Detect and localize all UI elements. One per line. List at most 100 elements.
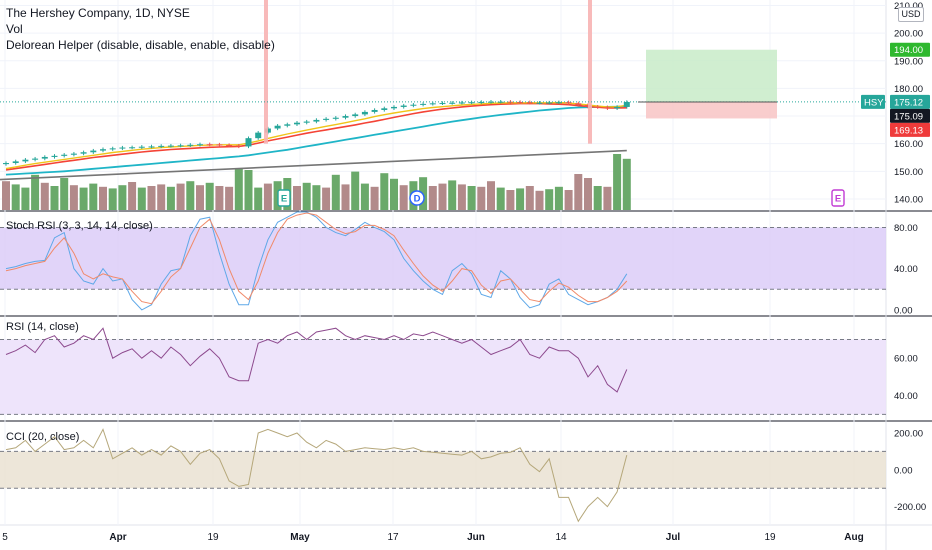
event-marker: E [831,189,845,207]
volume-bar [322,187,331,210]
candle-body [90,150,97,153]
volume-bar [89,183,98,210]
volume-bar [244,170,253,210]
x-axis-label: 19 [764,532,776,543]
candle-body [294,122,300,125]
volume-bar [467,186,476,210]
price-tick-label: 200.00 [894,29,923,40]
stop-badge-text: 169.13 [894,125,923,136]
price-tick-label: 150.00 [894,167,923,178]
candle-body [594,106,601,108]
rsi-tick-label: 60.00 [894,354,918,365]
volume-label[interactable]: Vol [6,22,23,36]
volume-bar [60,178,69,210]
cci-line [5,428,628,523]
candle-body [391,106,397,109]
stoch-rsi-label[interactable]: Stoch RSI (3, 3, 14, 14, close) [6,220,153,232]
rsi-label[interactable]: RSI (14, close) [6,321,79,333]
sma-line [5,105,627,176]
candle-body [235,145,242,147]
volume-bar [99,186,107,210]
cci-label[interactable]: CCI (20, close) [6,431,80,443]
x-axis-label: May [290,532,310,543]
volume-bar [457,184,466,210]
candle-body [371,109,378,112]
volume-bar [147,186,156,210]
candle-body [449,102,456,104]
volume-bar [584,178,592,210]
candle-body [138,146,145,148]
ema-fast-line [5,101,627,170]
candle-body [323,118,330,120]
price-candles [3,100,630,166]
volume-bar [69,185,78,210]
candle-body [526,102,533,104]
price-tick-label: 160.00 [894,139,923,150]
event-spike [264,0,268,144]
symbol-title[interactable]: The Hershey Company, 1D, NYSE [6,6,190,20]
stop-badge [890,122,930,137]
trend-line [0,149,627,181]
candle-body [381,108,388,110]
candle-body [129,147,136,149]
candle-body [274,125,281,129]
x-axis-label: 5 [2,532,8,543]
volume-bar [79,187,88,210]
volume-bar [360,183,369,210]
candle-body [80,152,87,154]
volume-bar [516,188,525,210]
x-axis-label: 14 [555,532,567,543]
volume-bar [128,182,137,210]
volume-bar [448,180,457,210]
volume-bar [428,186,437,210]
last-price-badge-text: 175.12 [894,97,923,108]
indicator-label[interactable]: Delorean Helper (disable, disable, enabl… [6,38,275,52]
volume-bar [166,186,175,210]
volume-bar [477,186,486,210]
candle-body [32,158,39,160]
volume-bar [535,190,544,210]
price-tick-label: 140.00 [894,194,923,205]
cci-band [0,451,886,489]
candle-body [167,145,174,147]
symbol-badge [861,94,885,109]
prev-close-badge-text: 175.09 [894,111,923,122]
stoch-d-line [5,212,628,305]
stoch-band [0,227,886,290]
x-axis-label: 19 [207,532,219,543]
volume-bar [11,184,20,210]
event-marker-label: D [414,194,421,205]
candle-body [22,159,29,162]
volume-bar [399,185,408,210]
volume-bar [554,186,563,210]
candle-body [197,144,203,146]
target-badge-text: 194.00 [894,45,923,56]
volume-bar [312,185,321,210]
x-axis-label: Jul [666,532,681,543]
candle-body [177,145,184,147]
volume-bar [215,186,224,210]
stoch-k-line [5,211,628,311]
volume-bar [525,186,534,210]
candle-body [361,111,368,115]
price-badges: 194.00 175.12 175.09 169.13 HSY [861,42,930,137]
candle-body [226,145,233,147]
candle-body [458,102,465,104]
currency-scale-button[interactable]: USD [898,7,924,22]
candle-body [488,101,494,103]
volume-bar [545,189,554,210]
cci-tick-label: 0.00 [894,465,913,476]
volume-bar [564,190,573,210]
candle-body [439,103,446,105]
volume-bar [302,182,311,210]
volume-bar [593,186,602,210]
candle-body [342,116,349,118]
event-marker: D [409,190,425,206]
earnings-icon [831,189,845,207]
candle-body [478,101,485,103]
candle-body [303,121,310,123]
volume-bar [438,183,447,210]
price-tick-label: 210.00 [894,1,923,12]
candle-body [604,107,611,109]
event-spike [588,0,592,144]
